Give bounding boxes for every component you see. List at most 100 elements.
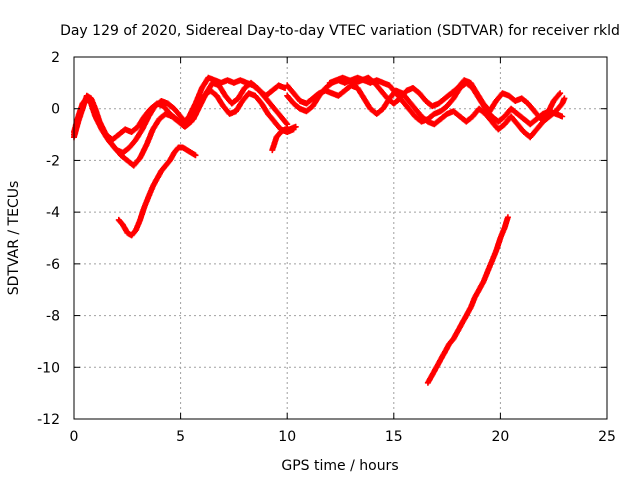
data-point — [386, 97, 389, 100]
data-point — [477, 107, 481, 110]
data-point — [488, 110, 491, 113]
data-point — [104, 133, 108, 136]
data-point — [164, 164, 167, 167]
plot-frame — [73, 56, 608, 420]
data-point — [305, 102, 308, 105]
data-point — [439, 117, 442, 121]
data-point — [85, 94, 89, 98]
data-point — [119, 154, 123, 157]
data-point — [318, 92, 321, 95]
data-point — [160, 169, 163, 172]
data-point — [343, 81, 346, 85]
data-point — [367, 76, 370, 79]
data-point — [501, 92, 504, 95]
data-point — [494, 99, 498, 103]
data-point — [175, 117, 178, 121]
data-point — [237, 97, 240, 100]
data-point — [418, 92, 421, 95]
data-point — [452, 97, 455, 100]
data-point — [190, 120, 193, 123]
data-point — [185, 148, 189, 152]
data-point — [426, 120, 430, 123]
data-point — [168, 112, 172, 116]
data-point — [196, 107, 199, 110]
data-point — [420, 120, 423, 123]
data-point — [529, 123, 532, 126]
data-point — [247, 92, 250, 95]
data-point — [239, 79, 242, 82]
series-markers — [424, 214, 511, 386]
data-point — [113, 146, 116, 149]
data-point — [117, 218, 121, 222]
data-point — [499, 236, 502, 240]
data-point — [486, 270, 489, 273]
data-point — [286, 94, 289, 98]
data-point — [347, 79, 351, 82]
data-point — [279, 130, 282, 134]
data-point — [111, 138, 114, 141]
data-point — [381, 107, 385, 110]
data-point — [445, 104, 449, 108]
data-point — [228, 112, 231, 116]
data-point — [286, 84, 289, 87]
data-point — [413, 107, 417, 110]
data-point — [394, 89, 398, 92]
data-point — [475, 92, 479, 95]
data-point — [260, 102, 263, 105]
data-point — [283, 128, 287, 131]
data-point — [143, 205, 146, 209]
data-point — [264, 94, 268, 98]
data-point — [324, 89, 327, 92]
data-point — [271, 148, 274, 152]
data-point — [558, 92, 562, 95]
data-point — [81, 107, 84, 110]
data-point — [520, 97, 523, 100]
data-point — [275, 110, 278, 113]
data-point — [77, 120, 80, 123]
data-point — [539, 117, 543, 121]
data-point — [194, 154, 197, 157]
data-point — [463, 79, 466, 82]
data-point — [503, 123, 506, 126]
data-point — [268, 102, 272, 105]
data-point — [379, 89, 383, 92]
data-point — [546, 112, 549, 116]
data-point — [433, 123, 436, 126]
data-point — [273, 120, 276, 123]
data-point — [445, 112, 449, 116]
data-point — [126, 159, 129, 162]
data-point — [258, 89, 261, 92]
data-point — [158, 117, 161, 121]
data-point — [413, 115, 417, 118]
data-point — [281, 117, 285, 121]
data-point — [202, 94, 206, 98]
data-point — [337, 94, 340, 98]
data-point — [328, 81, 331, 85]
data-point — [222, 104, 225, 108]
x-tick-label: 25 — [598, 429, 616, 445]
data-point — [230, 102, 233, 105]
data-point — [509, 107, 513, 110]
data-point — [190, 151, 193, 154]
data-point — [215, 94, 218, 98]
data-point — [305, 110, 308, 113]
data-point — [98, 120, 101, 123]
data-point — [529, 136, 532, 139]
series-track-i — [424, 214, 511, 386]
data-point — [141, 128, 144, 131]
data-point — [456, 86, 459, 90]
data-point — [469, 306, 472, 309]
y-tick-label: -10 — [37, 360, 60, 376]
data-point — [497, 120, 500, 123]
x-axis-label: GPS time / hours — [281, 458, 398, 474]
data-point — [149, 107, 152, 110]
data-point — [516, 123, 519, 126]
data-point — [411, 86, 415, 90]
y-tick-label: -12 — [37, 412, 60, 428]
data-point — [181, 123, 184, 126]
data-point — [277, 84, 280, 87]
data-points — [71, 74, 568, 386]
data-point — [121, 223, 125, 227]
